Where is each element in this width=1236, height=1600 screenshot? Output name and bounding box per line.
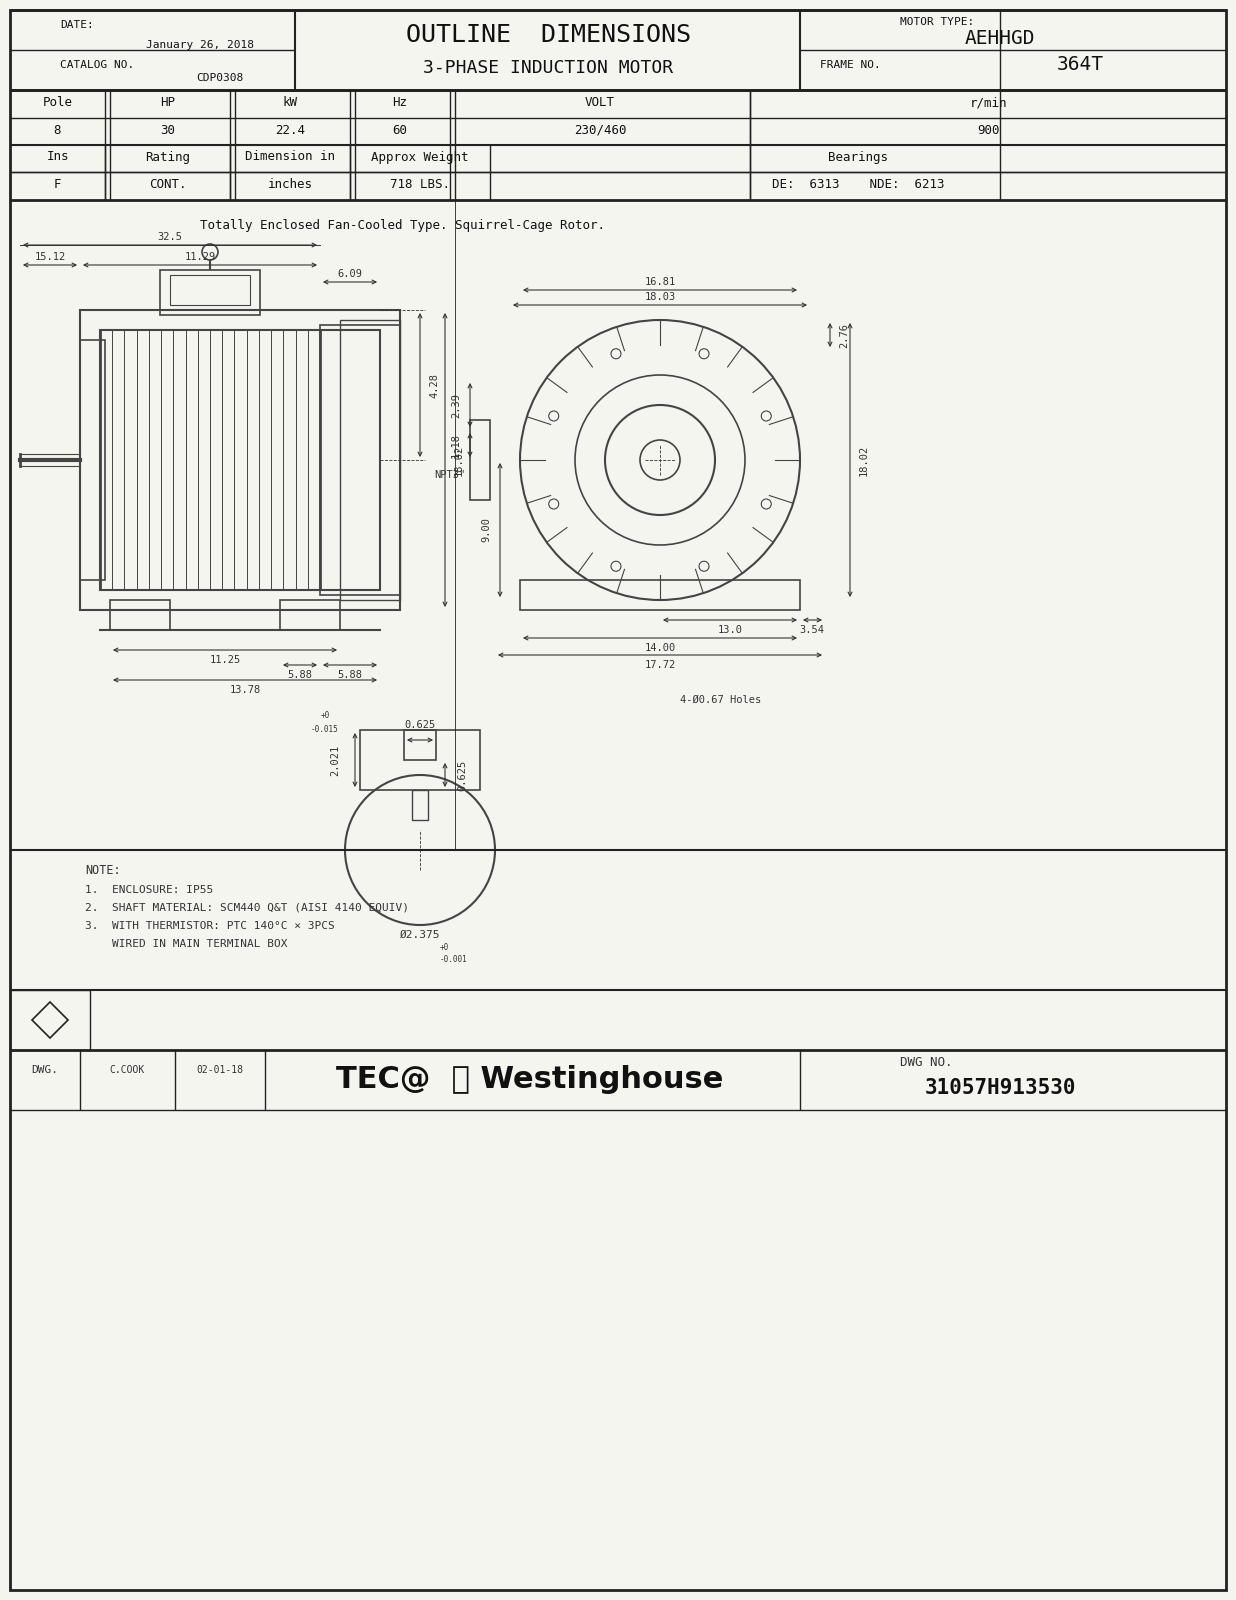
Text: 3.  WITH THERMISTOR: PTC 140°C × 3PCS: 3. WITH THERMISTOR: PTC 140°C × 3PCS [85, 922, 335, 931]
Text: 364T: 364T [1057, 56, 1104, 75]
Text: NPT3": NPT3" [434, 470, 466, 480]
Text: 16.81: 16.81 [644, 277, 676, 286]
Text: 6.09: 6.09 [337, 269, 362, 278]
Text: 32.5: 32.5 [157, 232, 183, 242]
Text: 2.76: 2.76 [839, 323, 849, 347]
Bar [10, 990, 90, 1050]
Text: DWG NO.: DWG NO. [900, 1056, 953, 1069]
Text: 5.88: 5.88 [288, 670, 313, 680]
Text: 22.4: 22.4 [274, 123, 305, 136]
Text: Ø2.375: Ø2.375 [399, 930, 440, 939]
Text: CONT.: CONT. [148, 179, 187, 192]
Text: 0.625: 0.625 [404, 720, 435, 730]
Text: 18.02: 18.02 [859, 445, 869, 475]
Text: Bearings: Bearings [828, 150, 887, 163]
Text: 230/460: 230/460 [574, 123, 627, 136]
Text: 3-PHASE INDUCTION MOTOR: 3-PHASE INDUCTION MOTOR [423, 59, 674, 77]
Bar [520, 579, 800, 610]
Text: 30: 30 [159, 123, 176, 136]
Text: 5.88: 5.88 [337, 670, 362, 680]
Text: 18.03: 18.03 [644, 291, 676, 302]
Text: 1.18: 1.18 [451, 432, 461, 458]
Text: 18.02: 18.02 [454, 445, 464, 475]
Text: Pole: Pole [42, 96, 73, 109]
Text: 02-01-18: 02-01-18 [197, 1066, 243, 1075]
Text: 4-Ø0.67 Holes: 4-Ø0.67 Holes [680, 694, 761, 706]
Text: 2.021: 2.021 [330, 744, 340, 776]
Text: Totally Enclosed Fan-Cooled Type. Squirrel-Cage Rotor.: Totally Enclosed Fan-Cooled Type. Squirr… [200, 219, 604, 232]
Text: 718 LBS.: 718 LBS. [391, 179, 450, 192]
Text: 3.54: 3.54 [800, 626, 824, 635]
Text: 14.00: 14.00 [644, 643, 676, 653]
Bar [340, 320, 400, 600]
Text: TEC@  Ⓡ Westinghouse: TEC@ Ⓡ Westinghouse [336, 1066, 724, 1094]
Text: r/min: r/min [969, 96, 1007, 109]
Text: -0.015: -0.015 [311, 725, 339, 734]
Text: 13.0: 13.0 [718, 626, 743, 635]
Text: 31057H913530: 31057H913530 [925, 1078, 1075, 1098]
Text: +0: +0 [320, 710, 330, 720]
Text: 900: 900 [976, 123, 999, 136]
Text: C.COOK: C.COOK [109, 1066, 145, 1075]
Text: DATE:: DATE: [61, 19, 94, 30]
Bar [171, 275, 250, 306]
Text: MOTOR TYPE:: MOTOR TYPE: [900, 18, 974, 27]
Text: CDP0308: CDP0308 [197, 74, 243, 83]
Text: Dimension in: Dimension in [245, 150, 335, 163]
Text: OUTLINE  DIMENSIONS: OUTLINE DIMENSIONS [405, 22, 691, 46]
Text: January 26, 2018: January 26, 2018 [146, 40, 255, 50]
Text: kW: kW [283, 96, 298, 109]
Text: 8: 8 [53, 123, 62, 136]
Text: DE:  6313    NDE:  6213: DE: 6313 NDE: 6213 [771, 179, 944, 192]
Text: Hz: Hz [393, 96, 408, 109]
Text: F: F [53, 179, 62, 192]
Text: 13.78: 13.78 [230, 685, 261, 694]
Bar [110, 600, 171, 630]
Bar [320, 325, 400, 595]
Text: 0.625: 0.625 [457, 760, 467, 790]
Bar [470, 419, 489, 499]
Bar [281, 600, 340, 630]
Text: -0.001: -0.001 [440, 955, 467, 965]
Text: 60: 60 [393, 123, 408, 136]
Text: Approx Weight: Approx Weight [371, 150, 468, 163]
Text: +0: +0 [440, 944, 449, 952]
Text: 1.  ENCLOSURE: IP55: 1. ENCLOSURE: IP55 [85, 885, 214, 894]
Bar [100, 330, 379, 590]
Text: Rating: Rating [145, 150, 190, 163]
Text: AEHHGD: AEHHGD [965, 29, 1036, 48]
Text: CATALOG NO.: CATALOG NO. [61, 59, 135, 70]
Text: VOLT: VOLT [585, 96, 616, 109]
Bar [360, 730, 480, 790]
Text: 4.28: 4.28 [429, 373, 439, 397]
Text: 17.72: 17.72 [644, 659, 676, 670]
Bar [404, 730, 436, 760]
Bar [412, 790, 428, 819]
Text: 15.12: 15.12 [35, 251, 66, 262]
Text: 9.00: 9.00 [481, 517, 491, 542]
Bar [159, 270, 260, 315]
Text: WIRED IN MAIN TERMINAL BOX: WIRED IN MAIN TERMINAL BOX [85, 939, 288, 949]
Text: 11.29: 11.29 [184, 251, 215, 262]
Text: FRAME NO.: FRAME NO. [819, 59, 881, 70]
Bar [80, 310, 400, 610]
Text: 2.  SHAFT MATERIAL: SCM440 Q&T (AISI 4140 EQUIV): 2. SHAFT MATERIAL: SCM440 Q&T (AISI 4140… [85, 902, 409, 914]
Text: 11.25: 11.25 [209, 654, 241, 666]
Text: DWG.: DWG. [31, 1066, 58, 1075]
Text: Ins: Ins [46, 150, 69, 163]
Text: inches: inches [267, 179, 313, 192]
Text: NOTE:: NOTE: [85, 864, 121, 877]
Bar [80, 341, 105, 579]
Text: HP: HP [159, 96, 176, 109]
Text: 2.39: 2.39 [451, 392, 461, 418]
